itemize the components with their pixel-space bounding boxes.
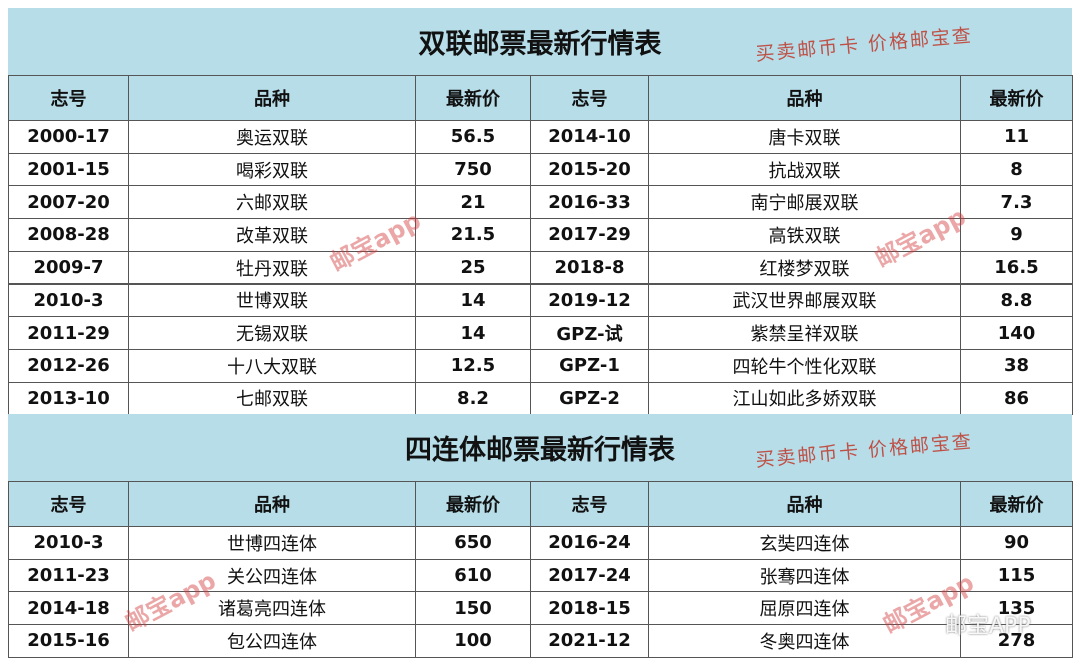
table-cell: 世博四连体 — [128, 526, 416, 560]
table-cell: 包公四连体 — [128, 624, 416, 658]
header-cell: 品种 — [648, 481, 961, 527]
table-cell: 278 — [960, 624, 1073, 658]
table-cell: 12.5 — [415, 348, 531, 383]
table-cell: 8.8 — [960, 283, 1073, 318]
table-cell: GPZ-2 — [530, 381, 649, 416]
table-cell: 2010-3 — [8, 526, 129, 560]
table-cell: 高铁双联 — [648, 218, 961, 252]
table-cell: 屈原四连体 — [648, 591, 961, 626]
table-cell: 21.5 — [415, 218, 531, 252]
table-cell: 唐卡双联 — [648, 120, 961, 154]
table-cell: 7.3 — [960, 185, 1073, 220]
header-cell: 最新价 — [415, 481, 531, 527]
footer-mark: 邮宝APP — [945, 614, 1031, 639]
table-cell: 2009-7 — [8, 250, 129, 285]
table-cell: 2007-20 — [8, 185, 129, 220]
table-cell: 2018-8 — [530, 250, 649, 285]
header-cell: 最新价 — [960, 481, 1073, 527]
table-title: 四连体邮票最新行情表 — [8, 414, 1072, 481]
table-cell: 六邮双联 — [128, 185, 416, 220]
table-cell: 无锡双联 — [128, 316, 416, 350]
table-cell: 四轮牛个性化双联 — [648, 348, 961, 383]
table-cell: 14 — [415, 283, 531, 318]
table-cell: 七邮双联 — [128, 381, 416, 416]
table-cell: 11 — [960, 120, 1073, 154]
table-cell: 2000-17 — [8, 120, 129, 154]
table-cell: 红楼梦双联 — [648, 250, 961, 285]
header-cell: 品种 — [128, 75, 416, 121]
table-cell: 16.5 — [960, 250, 1073, 285]
header-cell: 志号 — [530, 481, 649, 527]
table-cell: 2016-24 — [530, 526, 649, 560]
table-cell: GPZ-1 — [530, 348, 649, 383]
table-cell: 冬奥四连体 — [648, 624, 961, 658]
table-cell: 650 — [415, 526, 531, 560]
table-cell: 2019-12 — [530, 283, 649, 318]
header-cell: 品种 — [128, 481, 416, 527]
table-cell: 2017-24 — [530, 558, 649, 593]
table-cell: 150 — [415, 591, 531, 626]
table-cell: 2016-33 — [530, 185, 649, 220]
header-cell: 最新价 — [960, 75, 1073, 121]
table-cell: 2014-10 — [530, 120, 649, 154]
table-cell: 9 — [960, 218, 1073, 252]
table-cell: 世博双联 — [128, 283, 416, 318]
table-cell: 2001-15 — [8, 152, 129, 187]
header-cell: 志号 — [8, 75, 129, 121]
table-cell: 25 — [415, 250, 531, 285]
table-cell: 2008-28 — [8, 218, 129, 252]
table-cell: 14 — [415, 316, 531, 350]
table-cell: 100 — [415, 624, 531, 658]
table-cell: 江山如此多娇双联 — [648, 381, 961, 416]
table-cell: 8 — [960, 152, 1073, 187]
table-cell: 2014-18 — [8, 591, 129, 626]
table-cell: 2013-10 — [8, 381, 129, 416]
table-cell: 2017-29 — [530, 218, 649, 252]
table-cell: 86 — [960, 381, 1073, 416]
table-cell: 抗战双联 — [648, 152, 961, 187]
table-cell: 140 — [960, 316, 1073, 350]
table-cell: 610 — [415, 558, 531, 593]
table-cell: 2011-29 — [8, 316, 129, 350]
table-cell: 8.2 — [415, 381, 531, 416]
table-cell: 2018-15 — [530, 591, 649, 626]
table-cell: 2010-3 — [8, 283, 129, 318]
header-cell: 志号 — [530, 75, 649, 121]
header-cell: 志号 — [8, 481, 129, 527]
table-cell: 2015-20 — [530, 152, 649, 187]
table-cell: 关公四连体 — [128, 558, 416, 593]
table-cell: 21 — [415, 185, 531, 220]
table-cell: 56.5 — [415, 120, 531, 154]
header-cell: 最新价 — [415, 75, 531, 121]
table-cell: 750 — [415, 152, 531, 187]
table-cell: 2012-26 — [8, 348, 129, 383]
table-cell: 武汉世界邮展双联 — [648, 283, 961, 318]
table-cell: 115 — [960, 558, 1073, 593]
table-cell: 喝彩双联 — [128, 152, 416, 187]
table-cell: 南宁邮展双联 — [648, 185, 961, 220]
header-cell: 品种 — [648, 75, 961, 121]
table-cell: 玄奘四连体 — [648, 526, 961, 560]
table-cell: 2021-12 — [530, 624, 649, 658]
table-title: 双联邮票最新行情表 — [8, 8, 1072, 75]
table-cell: 2015-16 — [8, 624, 129, 658]
table-cell: 紫禁呈祥双联 — [648, 316, 961, 350]
table-cell: 诸葛亮四连体 — [128, 591, 416, 626]
table-cell: GPZ-试 — [530, 316, 649, 350]
table-cell: 38 — [960, 348, 1073, 383]
table-cell: 90 — [960, 526, 1073, 560]
table-cell: 奥运双联 — [128, 120, 416, 154]
table-cell: 十八大双联 — [128, 348, 416, 383]
table-cell: 2011-23 — [8, 558, 129, 593]
